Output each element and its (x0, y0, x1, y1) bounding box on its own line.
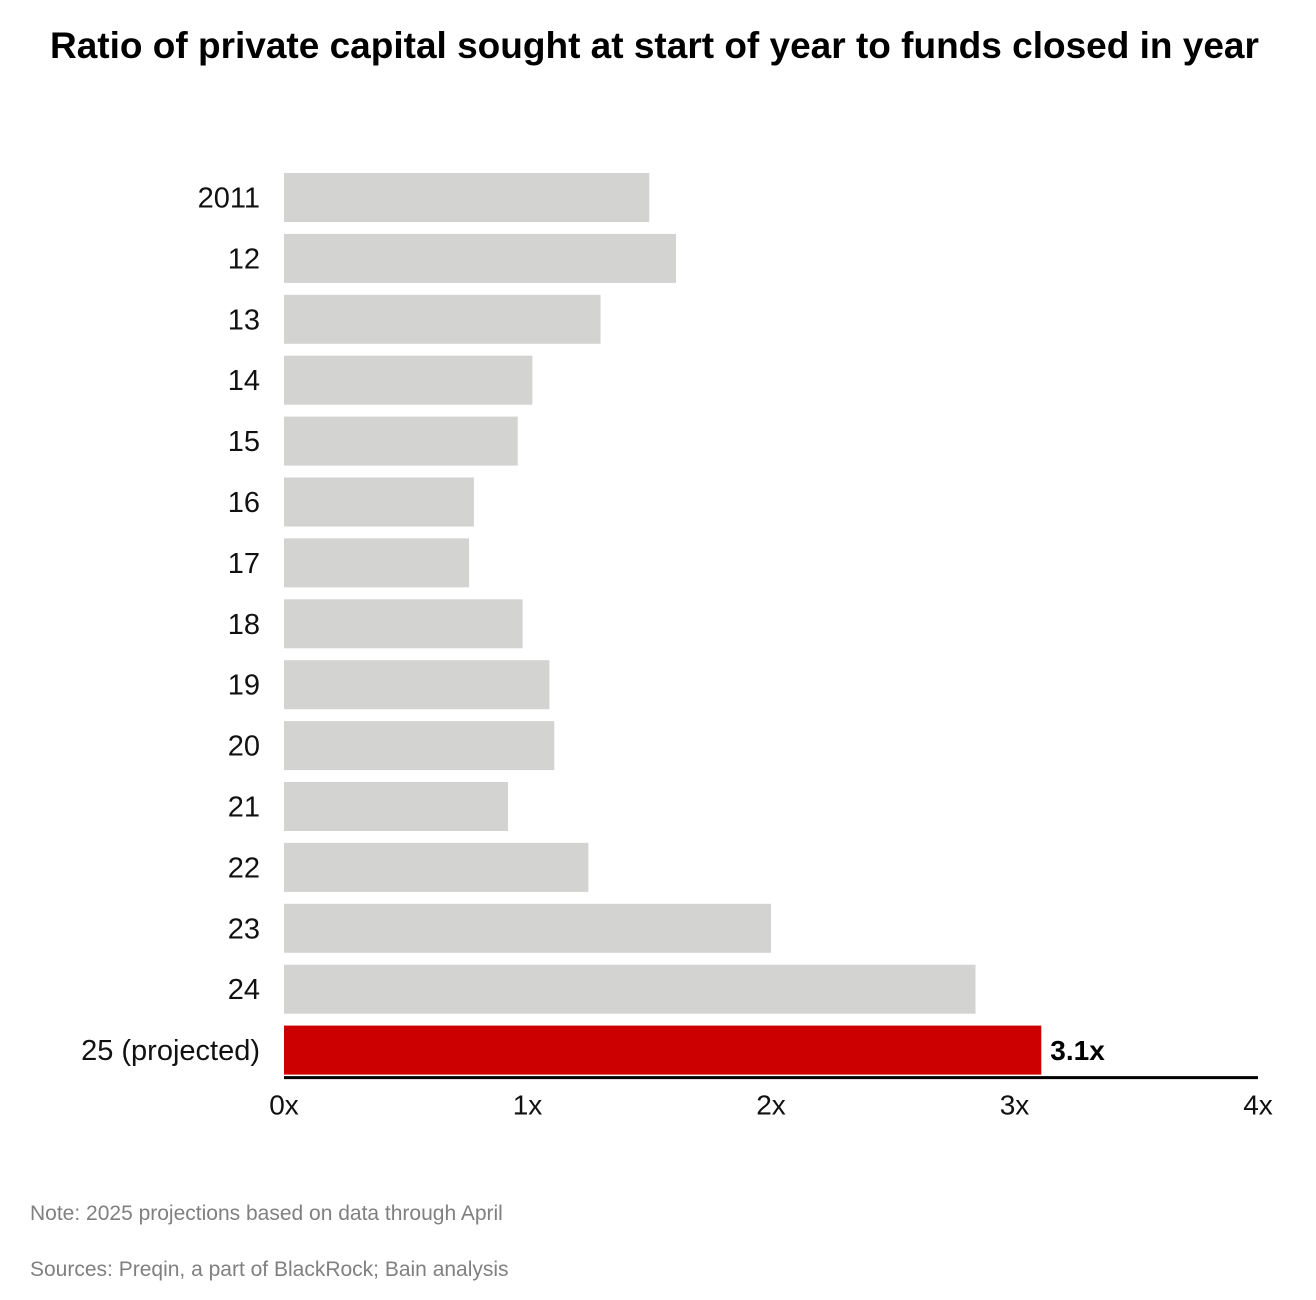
category-label: 12 (228, 243, 260, 275)
data-label: 3.1x (1050, 1035, 1105, 1066)
category-label: 23 (228, 913, 260, 945)
bar (284, 538, 470, 588)
bar (284, 173, 650, 222)
category-label: 18 (228, 609, 260, 641)
category-label: 15 (228, 426, 260, 458)
chart-title: Ratio of private capital sought at start… (50, 25, 1259, 66)
x-tick-label: 1x (513, 1090, 543, 1121)
x-tick-label: 4x (1243, 1090, 1273, 1121)
category-label: 14 (228, 365, 260, 397)
bar (284, 294, 601, 344)
bar (284, 233, 677, 283)
x-tick-label: 3x (1000, 1090, 1030, 1121)
bar-highlight (284, 1025, 1042, 1075)
category-label: 24 (228, 974, 260, 1006)
bar (284, 477, 474, 527)
category-label: 17 (228, 548, 260, 580)
bar (284, 782, 509, 831)
bar (284, 355, 533, 405)
x-tick-label: 0x (269, 1090, 299, 1121)
category-label: 2011 (198, 183, 260, 215)
category-label: 19 (228, 670, 260, 702)
bar (284, 721, 555, 771)
category-label: 16 (228, 487, 260, 519)
category-label: 22 (228, 852, 260, 884)
bar (284, 842, 589, 892)
bar (284, 599, 523, 649)
bar (284, 903, 771, 953)
x-tick-label: 2x (756, 1090, 786, 1121)
category-label: 13 (228, 304, 260, 336)
category-label: 25 (projected) (81, 1035, 260, 1067)
bar (284, 964, 976, 1014)
bar (284, 416, 518, 466)
category-label: 20 (228, 731, 260, 763)
chart-sources: Sources: Preqin, a part of BlackRock; Ba… (30, 1258, 509, 1281)
category-label: 21 (228, 792, 260, 824)
bar (284, 660, 550, 710)
chart-note: Note: 2025 projections based on data thr… (30, 1202, 503, 1225)
